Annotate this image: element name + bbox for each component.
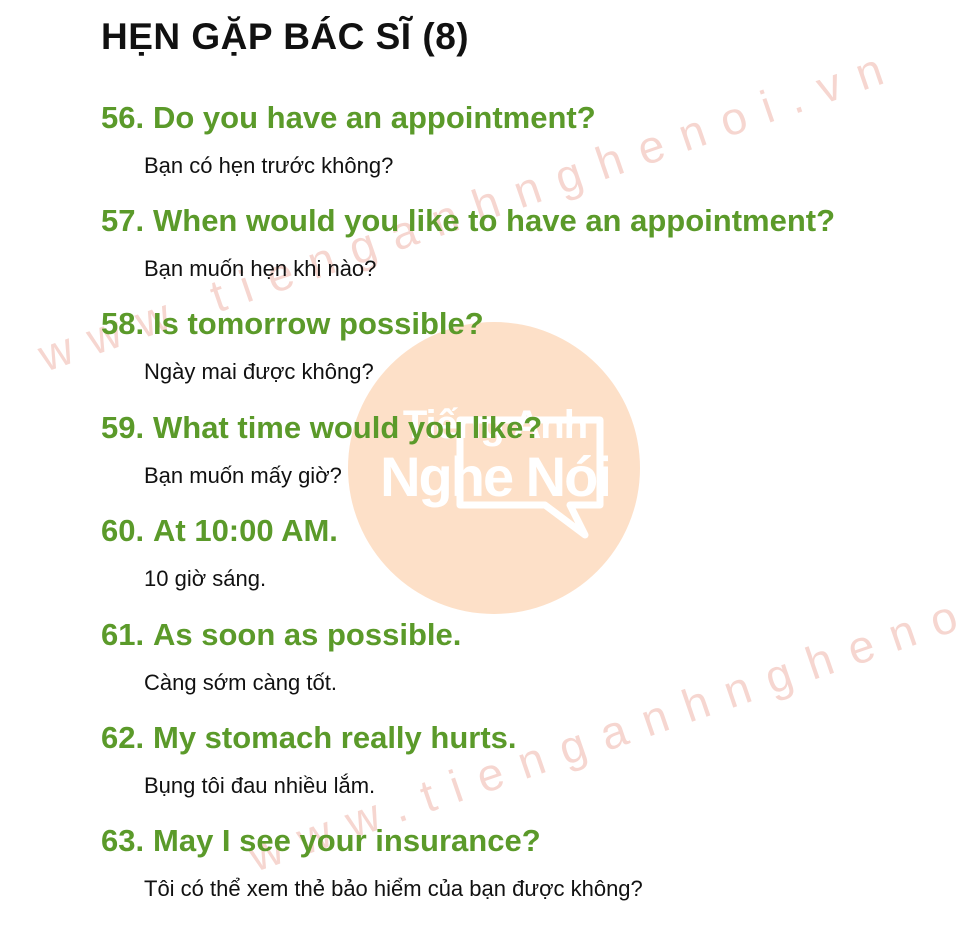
question-line: 62. My stomach really hurts. [101,720,951,756]
answer-text: Bạn muốn mấy giờ? [144,463,342,488]
question-line: 63. May I see your insurance? [101,823,951,859]
answer-text: 10 giờ sáng. [144,566,267,591]
question-text: As soon as possible. [153,617,462,652]
question-text: What time would you like? [153,410,543,445]
phrase-entry: 60. At 10:00 AM. 10 giờ sáng. [101,513,951,592]
question-text: When would you like to have an appointme… [153,203,836,238]
answer-text: Ngày mai được không? [144,359,374,384]
question-number: 57. [101,203,145,238]
question-number: 56. [101,100,145,135]
answer-text: Càng sớm càng tốt. [144,670,337,695]
question-line: 61. As soon as possible. [101,617,951,653]
question-line: 57. When would you like to have an appoi… [101,203,951,239]
question-number: 59. [101,410,145,445]
question-number: 61. [101,617,145,652]
question-number: 63. [101,823,145,858]
phrase-entry: 61. As soon as possible. Càng sớm càng t… [101,617,951,696]
question-line: 58. Is tomorrow possible? [101,306,951,342]
phrase-entry: 62. My stomach really hurts. Bụng tôi đa… [101,720,951,799]
question-line: 60. At 10:00 AM. [101,513,951,549]
phrase-entry: 63. May I see your insurance? Tôi có thể… [101,823,951,902]
phrase-entry: 56. Do you have an appointment? Bạn có h… [101,100,951,179]
phrase-entry: 57. When would you like to have an appoi… [101,203,951,282]
question-line: 56. Do you have an appointment? [101,100,951,136]
question-text: At 10:00 AM. [153,513,338,548]
question-text: Is tomorrow possible? [153,306,484,341]
question-number: 58. [101,306,145,341]
question-text: May I see your insurance? [153,823,541,858]
question-text: My stomach really hurts. [153,720,517,755]
phrase-entry: 58. Is tomorrow possible? Ngày mai được … [101,306,951,385]
phrase-entry: 59. What time would you like? Bạn muốn m… [101,410,951,489]
answer-text: Tôi có thể xem thẻ bảo hiểm của bạn được… [144,876,643,901]
question-text: Do you have an appointment? [153,100,596,135]
question-number: 62. [101,720,145,755]
question-line: 59. What time would you like? [101,410,951,446]
page-title: HẸN GẶP BÁC SĨ (8) [101,16,470,57]
answer-text: Bụng tôi đau nhiều lắm. [144,773,376,798]
answer-text: Bạn có hẹn trước không? [144,153,394,178]
answer-text: Bạn muốn hẹn khi nào? [144,256,377,281]
question-number: 60. [101,513,145,548]
